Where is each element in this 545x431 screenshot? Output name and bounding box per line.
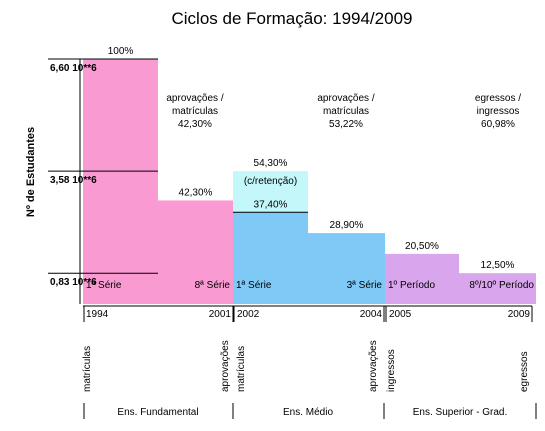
ratio-1-line3: 42,30% (178, 119, 212, 130)
bar-value-4: 28,90% (330, 220, 364, 231)
bar-inner-label-5: 1º Período (388, 280, 435, 291)
bar-inner-label-1: 1ª Série (86, 280, 122, 291)
bar-6 (459, 273, 536, 304)
chart-title: Ciclos de Formação: 1994/2009 (172, 9, 413, 28)
group-label-3: Ens. Superior - Grad. (413, 407, 507, 418)
ratio-3-line3: 60,98% (481, 119, 515, 130)
ytick-label-2: 3,58 10**6 (50, 175, 97, 186)
bar-inner-label-3: 1ª Série (236, 280, 272, 291)
group-label-1: Ens. Fundamental (117, 407, 198, 418)
bar-4 (308, 233, 385, 304)
ratio-3-line2: ingressos (477, 106, 520, 117)
ytick-label-3: 0,83 10**6 (50, 277, 97, 288)
retention-note: (c/retenção) (244, 176, 297, 187)
year-labels: 1994 2001 2002 2004 2005 2009 (86, 309, 530, 320)
ratio-2-line3: 53,22% (329, 119, 363, 130)
bar-5 (385, 253, 459, 304)
bar-value-3: 37,40% (254, 199, 288, 210)
vertical-label-4: aprovações (368, 340, 379, 392)
ratio-1-line1: aprovações / (166, 93, 223, 104)
y-ticks: 6,60 10**6 3,58 10**6 0,83 10**6 (48, 58, 158, 304)
bar-value-2: 42,30% (179, 187, 213, 198)
bar-inner-label-2: 8ª Série (195, 280, 231, 291)
bars-layer (83, 59, 536, 304)
ratio-annotations: aprovações / matrículas 42,30% aprovações /… (166, 93, 521, 130)
bar-3 (233, 212, 308, 304)
retention-block (233, 171, 308, 213)
bar-1 (83, 59, 158, 304)
retention-layer: 54,30% (c/retenção) (233, 158, 308, 213)
vertical-label-5: ingressos (386, 349, 397, 392)
bar-value-1: 100% (108, 46, 134, 57)
bar-2 (158, 200, 233, 304)
ratio-2-line2: matrículas (323, 106, 369, 117)
ratio-1-line2: matrículas (172, 106, 218, 117)
bar-labels: 100% 42,30% 37,40% 28,90% 20,50% 12,50% 1ª Sér… (86, 46, 534, 291)
group-labels: Ens. Fundamental Ens. Médio Ens. Superior … (117, 407, 507, 418)
bar-inner-label-6: 8º/10º Período (469, 280, 534, 291)
vertical-labels: matrículas aprovações matrículas aprovações… (82, 340, 530, 392)
year-label-2: 2001 (209, 309, 232, 320)
x-axis (83, 305, 537, 419)
vertical-label-6: egressos (519, 351, 530, 392)
bar-value-5: 20,50% (405, 241, 439, 252)
ratio-2-line1: aprovações / (317, 93, 374, 104)
y-axis-label: Nº de Estudantes (25, 127, 37, 217)
ratio-3-line1: egressos / (475, 93, 521, 104)
retention-label: 54,30% (254, 158, 288, 169)
year-label-5: 2005 (389, 309, 412, 320)
vertical-label-1: matrículas (82, 346, 93, 392)
year-label-1: 1994 (86, 309, 109, 320)
year-label-4: 2004 (360, 309, 383, 320)
bar-value-6: 12,50% (481, 260, 515, 271)
group-label-2: Ens. Médio (283, 407, 333, 418)
bar-inner-label-4: 3ª Série (347, 280, 383, 291)
year-label-3: 2002 (237, 309, 260, 320)
vertical-label-3: matrículas (236, 346, 247, 392)
vertical-label-2: aprovações (220, 340, 231, 392)
ytick-label-1: 6,60 10**6 (50, 63, 97, 74)
year-label-6: 2009 (508, 309, 531, 320)
